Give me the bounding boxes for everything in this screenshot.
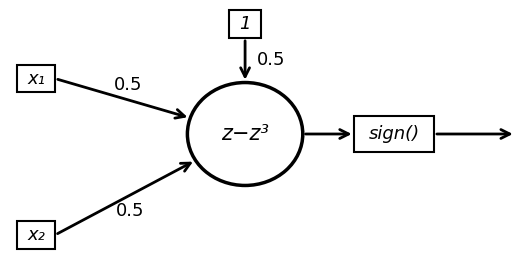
Text: x₁: x₁ [27,70,45,88]
Text: sign(): sign() [369,125,420,143]
FancyBboxPatch shape [229,10,261,38]
Ellipse shape [187,83,303,185]
FancyBboxPatch shape [17,221,55,249]
Text: 1: 1 [239,15,251,33]
Text: 0.5: 0.5 [113,76,142,94]
Text: 0.5: 0.5 [116,202,145,219]
FancyBboxPatch shape [354,116,434,152]
Text: 0.5: 0.5 [257,51,286,69]
Text: z−z³: z−z³ [221,124,269,144]
Text: x₂: x₂ [27,226,45,244]
FancyBboxPatch shape [17,65,55,92]
